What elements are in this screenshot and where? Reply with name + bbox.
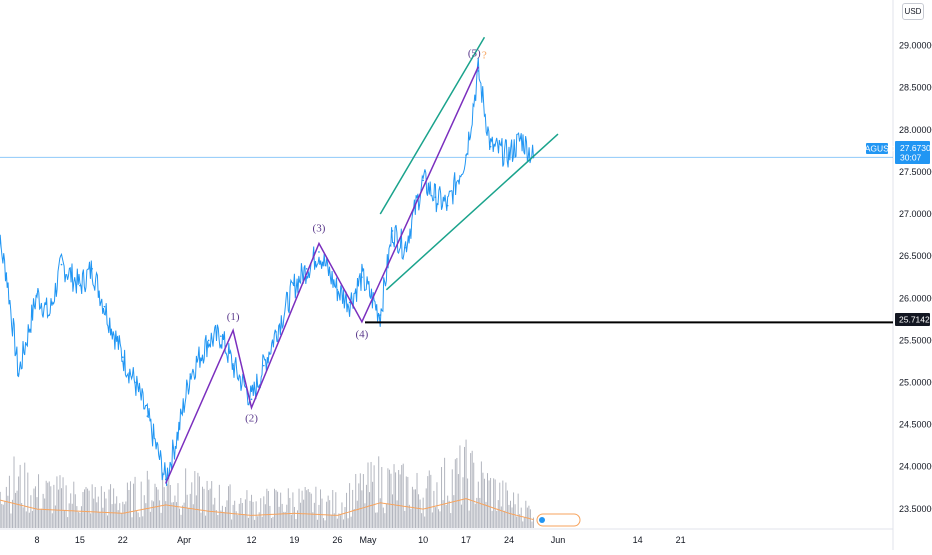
x-tick-label: Apr <box>177 535 191 545</box>
price-point <box>262 364 265 367</box>
price-point <box>520 137 523 140</box>
x-tick-label: 14 <box>633 535 643 545</box>
y-tick-label: 29.00000 <box>899 41 932 51</box>
price-point <box>250 398 253 401</box>
wave-label: (1) <box>227 311 240 323</box>
price-axis[interactable]: 29.00000 28.50000 28.00000 27.50000 27.00000… <box>899 41 932 514</box>
channel-trend-line[interactable] <box>379 36 486 215</box>
symbol-price-badge: XAGUSD 27.67300 30:07 <box>859 141 932 164</box>
x-tick-label: 21 <box>676 535 686 545</box>
price-point <box>275 331 277 333</box>
price-point <box>164 478 167 481</box>
price-point <box>103 305 106 308</box>
currency-selector[interactable]: USD <box>902 3 924 20</box>
wave-label: (4) <box>355 328 368 340</box>
price-point <box>5 272 8 274</box>
drawings[interactable] <box>165 36 559 484</box>
price-point <box>403 246 406 249</box>
price-point <box>60 263 63 266</box>
x-tick-label: Jun <box>551 535 566 545</box>
price-point <box>305 267 308 270</box>
price-point <box>232 364 234 367</box>
x-tick-label: 22 <box>118 535 128 545</box>
channel-trend-line[interactable] <box>385 133 559 291</box>
wave-labels: (1) (2) (3) (4) (5)? <box>227 48 487 425</box>
x-tick-label: 19 <box>289 535 299 545</box>
y-tick-label: 28.50000 <box>899 83 932 93</box>
price-point <box>379 314 382 316</box>
y-tick-label: 28.00000 <box>899 125 932 135</box>
price-point <box>348 301 351 304</box>
volume-ma-line <box>0 498 534 521</box>
price-point <box>220 335 222 337</box>
indicator-dot-icon <box>539 517 545 523</box>
symbol-badge-bg <box>866 143 888 154</box>
x-tick-label: 12 <box>247 535 257 545</box>
support-price-badge: 25.71424 <box>895 313 932 326</box>
price-point <box>293 284 296 287</box>
price-point <box>391 230 394 232</box>
y-tick-label: 25.00000 <box>899 377 932 387</box>
price-point <box>336 289 339 291</box>
x-tick-label: 10 <box>418 535 428 545</box>
indicator-chips[interactable] <box>536 513 581 527</box>
price-point <box>318 251 320 253</box>
wave-label: ? <box>482 50 487 62</box>
price-point <box>91 267 93 270</box>
price-point <box>477 70 480 72</box>
y-tick-label: 26.50000 <box>899 251 932 261</box>
price-point <box>36 293 38 295</box>
y-tick-label: 26.00000 <box>899 293 932 303</box>
time-axis[interactable]: 8 15 22 Apr 12 19 26 May 10 17 24 Jun 14 21 <box>34 535 685 545</box>
price-point <box>434 196 437 199</box>
y-tick-label: 27.00000 <box>899 209 932 219</box>
wave-label: (2) <box>245 413 258 425</box>
price-point <box>146 415 149 417</box>
y-tick-label: 23.50000 <box>899 504 932 514</box>
price-series <box>0 57 535 486</box>
price-point <box>422 179 424 182</box>
elliott-wave-line[interactable] <box>165 66 479 484</box>
wave-label: (3) <box>313 223 326 235</box>
indicator-chip-volume[interactable] <box>536 513 581 527</box>
y-tick-label: 25.50000 <box>899 335 932 345</box>
price-point <box>122 356 124 359</box>
x-tick-label: 24 <box>504 535 514 545</box>
price-point <box>207 339 210 342</box>
price-point <box>189 373 192 375</box>
price-point <box>17 373 20 375</box>
price-point <box>489 145 492 148</box>
y-tick-label: 24.50000 <box>899 420 932 430</box>
price-point <box>134 381 136 384</box>
price-point <box>446 204 449 207</box>
x-tick-label: 17 <box>461 535 471 545</box>
volume-bars <box>0 439 534 528</box>
y-tick-label: 27.50000 <box>899 167 932 177</box>
price-point <box>79 284 81 287</box>
symbol-name: XAGUSD <box>859 144 895 154</box>
last-price-value: 27.67300 <box>900 143 932 153</box>
price-line <box>0 57 534 486</box>
price-point <box>508 154 510 156</box>
x-tick-label: 26 <box>332 535 342 545</box>
wave-label: (5) <box>468 48 481 60</box>
x-tick-label: 15 <box>75 535 85 545</box>
countdown-timer: 30:07 <box>900 153 922 163</box>
price-point <box>361 276 363 279</box>
price-point <box>177 432 179 434</box>
x-tick-label: May <box>359 535 377 545</box>
x-tick-label: 8 <box>34 535 39 545</box>
last-price-badge-bg <box>895 141 930 164</box>
y-tick-label: 24.00000 <box>899 462 932 472</box>
support-price-value: 25.71424 <box>899 315 932 325</box>
price-point <box>465 154 467 156</box>
price-point <box>48 314 51 316</box>
support-badge-bg <box>895 313 930 326</box>
